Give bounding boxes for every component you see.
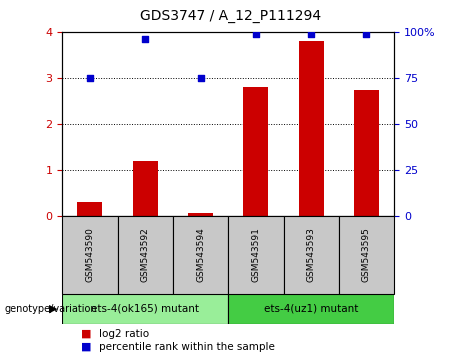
Bar [284, 216, 339, 294]
Text: GDS3747 / A_12_P111294: GDS3747 / A_12_P111294 [140, 9, 321, 23]
Bar [77, 202, 102, 216]
Text: ■: ■ [81, 329, 91, 339]
Text: ets-4(uz1) mutant: ets-4(uz1) mutant [264, 304, 358, 314]
Point [363, 31, 370, 36]
Point [307, 31, 315, 36]
Text: ■: ■ [81, 342, 91, 352]
Point [142, 36, 149, 42]
Bar [228, 294, 394, 324]
Bar [243, 87, 268, 216]
Bar [339, 216, 394, 294]
Text: GSM543592: GSM543592 [141, 228, 150, 282]
Text: GSM543594: GSM543594 [196, 228, 205, 282]
Point [86, 75, 94, 81]
Bar [188, 213, 213, 216]
Text: GSM543593: GSM543593 [307, 227, 316, 282]
Bar [173, 216, 228, 294]
Text: genotype/variation: genotype/variation [5, 304, 97, 314]
Text: GSM543595: GSM543595 [362, 227, 371, 282]
Text: ▶: ▶ [49, 304, 58, 314]
Bar [118, 216, 173, 294]
Text: GSM543591: GSM543591 [251, 227, 260, 282]
Point [197, 75, 204, 81]
Text: log2 ratio: log2 ratio [99, 329, 149, 339]
Bar [133, 161, 158, 216]
Bar [299, 41, 324, 216]
Point [252, 31, 260, 36]
Text: percentile rank within the sample: percentile rank within the sample [99, 342, 275, 352]
Bar [228, 216, 284, 294]
Bar [354, 90, 379, 216]
Text: GSM543590: GSM543590 [85, 227, 95, 282]
Bar [62, 216, 118, 294]
Bar [62, 294, 228, 324]
Text: ets-4(ok165) mutant: ets-4(ok165) mutant [91, 304, 199, 314]
